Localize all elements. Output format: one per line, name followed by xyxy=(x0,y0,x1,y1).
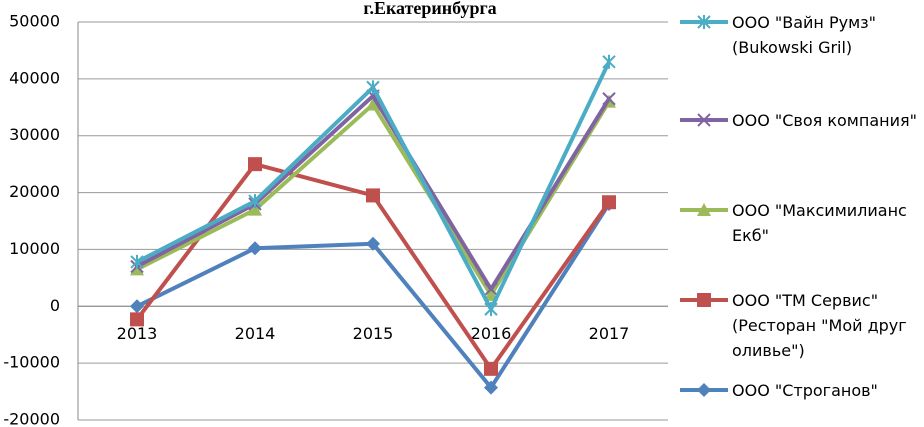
y-tick-label: 30000 xyxy=(9,125,60,144)
marker xyxy=(484,361,498,376)
y-tick-label: -20000 xyxy=(3,410,60,427)
legend-label: ООО "Строганов" xyxy=(732,381,878,400)
legend-label: ООО "ТМ Сервис" (Ресторан "Мой друг олив… xyxy=(732,291,907,360)
marker xyxy=(248,202,262,216)
legend-label: ООО "Максимилианс Екб" xyxy=(732,201,907,245)
x-tick-label: 2016 xyxy=(471,324,512,343)
marker xyxy=(484,282,498,296)
marker xyxy=(697,15,711,29)
marker xyxy=(366,188,380,203)
x-tick-label: 2014 xyxy=(235,324,276,343)
marker xyxy=(248,194,262,209)
marker xyxy=(484,302,498,317)
marker xyxy=(697,203,711,216)
marker xyxy=(602,92,616,106)
y-tick-label: -10000 xyxy=(3,353,60,372)
marker xyxy=(697,293,711,307)
x-tick-label: 2013 xyxy=(117,324,158,343)
marker xyxy=(697,383,711,397)
marker xyxy=(366,80,380,95)
marker xyxy=(248,241,262,256)
marker xyxy=(602,54,616,69)
y-tick-label: 50000 xyxy=(9,12,60,31)
marker xyxy=(366,97,380,111)
marker xyxy=(484,380,498,395)
series xyxy=(130,54,616,317)
y-tick-label: 40000 xyxy=(9,68,60,87)
x-tick-label: 2017 xyxy=(589,324,630,343)
y-tick-label: 10000 xyxy=(9,239,60,258)
y-tick-label: 0 xyxy=(50,296,60,315)
legend-label: ООО "Своя компания" xyxy=(732,111,917,130)
chart-title: г.Екатеринбурга xyxy=(363,0,496,18)
marker xyxy=(602,195,616,210)
x-tick-label: 2015 xyxy=(353,324,394,343)
marker xyxy=(130,312,144,327)
legend-label: ООО "Вайн Румз" (Bukowski Gril) xyxy=(732,13,877,57)
marker xyxy=(130,299,144,314)
marker xyxy=(366,236,380,251)
marker xyxy=(130,254,144,269)
marker xyxy=(248,157,262,172)
marker xyxy=(697,113,711,127)
y-tick-label: 20000 xyxy=(9,182,60,201)
series xyxy=(130,157,616,376)
